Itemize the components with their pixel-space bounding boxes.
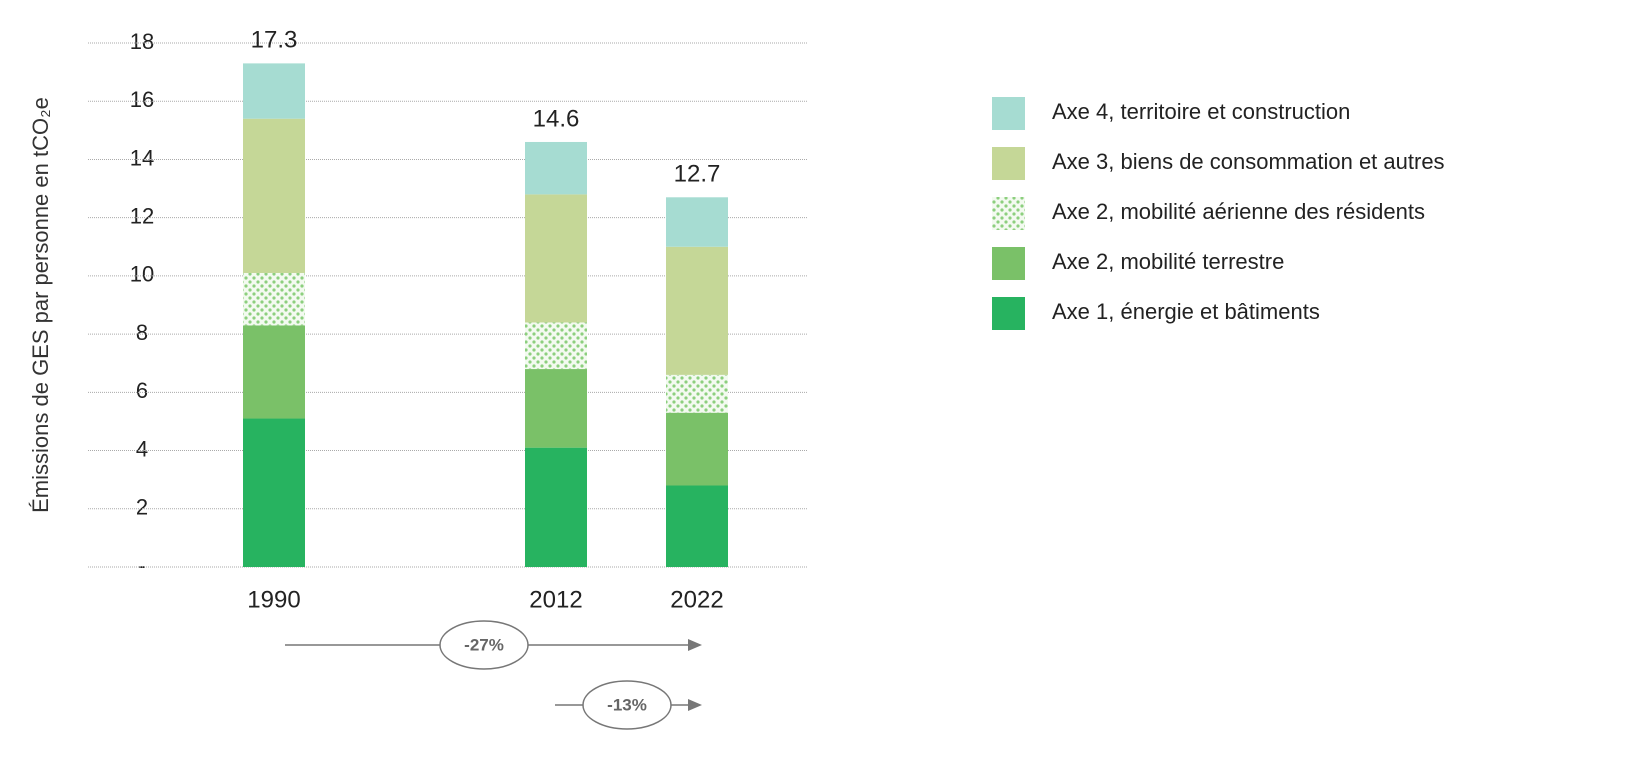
bar-segment xyxy=(666,246,728,375)
bar-segment xyxy=(525,447,587,567)
legend-swatch xyxy=(992,147,1025,180)
bar-segment xyxy=(525,322,587,370)
y-tick-label: 8 xyxy=(136,320,148,345)
bar-segment xyxy=(243,272,305,326)
legend-label: Axe 3, biens de consommation et autres xyxy=(1052,149,1445,174)
bar-segment xyxy=(243,418,305,567)
x-tick-label: 2012 xyxy=(529,586,582,613)
y-tick-label: 4 xyxy=(136,436,148,461)
arrow-27: -27% xyxy=(285,620,702,670)
total-label: 12.7 xyxy=(674,161,721,188)
y-tick-label: 18 xyxy=(130,29,154,54)
legend-label: Axe 4, territoire et construction xyxy=(1052,99,1350,124)
y-tick-label: 2 xyxy=(136,495,148,520)
legend-swatch xyxy=(992,197,1025,230)
annotation: -13% xyxy=(607,695,647,714)
y-tick-label: 16 xyxy=(130,87,154,112)
y-tick-label: 12 xyxy=(130,203,154,228)
bar-segment xyxy=(666,485,728,567)
legend-label: Axe 1, énergie et bâtiments xyxy=(1052,299,1320,324)
legend-swatch xyxy=(992,247,1025,280)
legend-swatch xyxy=(992,97,1025,130)
bar-segment xyxy=(525,369,587,448)
legend-label: Axe 2, mobilité terrestre xyxy=(1052,249,1284,274)
legend-label: Axe 2, mobilité aérienne des résidents xyxy=(1052,199,1425,224)
y-axis-label: Émissions de GES par personne en tCO₂e xyxy=(28,97,53,513)
x-tick-label: 2022 xyxy=(670,586,723,613)
bar-segment xyxy=(666,412,728,486)
bar-segment xyxy=(666,197,728,247)
y-tick-label: 14 xyxy=(130,145,154,170)
bar-segment xyxy=(666,374,728,413)
total-label: 17.3 xyxy=(251,27,298,54)
bar-segment xyxy=(525,194,587,323)
x-tick-label: 1990 xyxy=(247,586,300,613)
bar-segment xyxy=(243,325,305,419)
arrow-13: -13% xyxy=(555,680,702,730)
annotation: -27% xyxy=(464,635,504,654)
legend-swatch xyxy=(992,297,1025,330)
bar-segment xyxy=(243,118,305,273)
y-tick-label: 6 xyxy=(136,378,148,403)
bar-segment xyxy=(525,141,587,195)
y-tick-label: 10 xyxy=(130,262,154,287)
bar-segment xyxy=(243,63,305,119)
total-label: 14.6 xyxy=(533,105,580,132)
y-tick-label: - xyxy=(138,553,145,578)
